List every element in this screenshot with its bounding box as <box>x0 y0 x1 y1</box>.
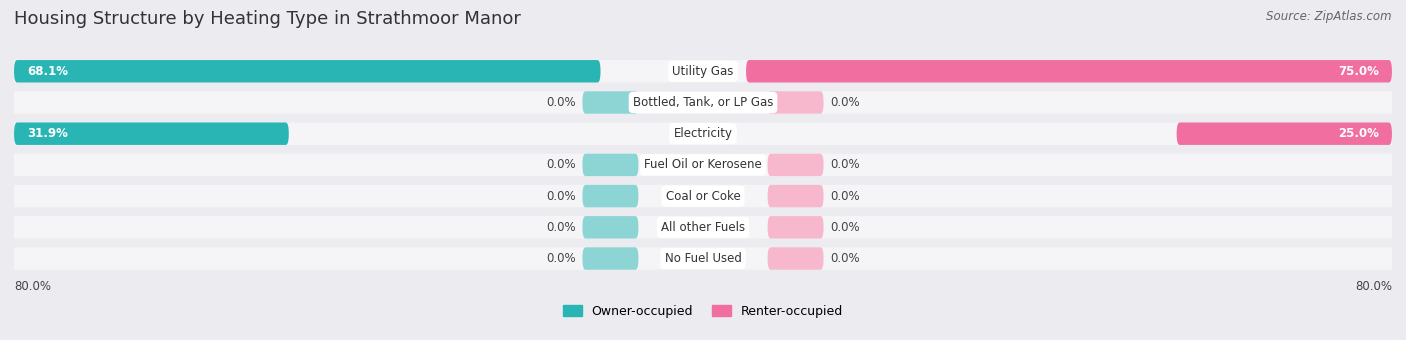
Legend: Owner-occupied, Renter-occupied: Owner-occupied, Renter-occupied <box>558 300 848 323</box>
FancyBboxPatch shape <box>10 216 1396 239</box>
Text: No Fuel Used: No Fuel Used <box>665 252 741 265</box>
FancyBboxPatch shape <box>10 91 1396 114</box>
Text: 25.0%: 25.0% <box>1339 127 1379 140</box>
FancyBboxPatch shape <box>10 185 1396 207</box>
Text: 0.0%: 0.0% <box>831 221 860 234</box>
Text: 0.0%: 0.0% <box>831 96 860 109</box>
Text: 0.0%: 0.0% <box>831 252 860 265</box>
Text: 75.0%: 75.0% <box>1339 65 1379 78</box>
FancyBboxPatch shape <box>768 216 824 239</box>
Text: Electricity: Electricity <box>673 127 733 140</box>
FancyBboxPatch shape <box>768 91 824 114</box>
FancyBboxPatch shape <box>582 216 638 239</box>
FancyBboxPatch shape <box>14 60 600 83</box>
Text: 0.0%: 0.0% <box>546 96 575 109</box>
Text: 0.0%: 0.0% <box>831 190 860 203</box>
Text: 0.0%: 0.0% <box>546 158 575 171</box>
Text: 68.1%: 68.1% <box>27 65 67 78</box>
FancyBboxPatch shape <box>747 60 1392 83</box>
Text: 80.0%: 80.0% <box>1355 280 1392 293</box>
FancyBboxPatch shape <box>768 154 824 176</box>
FancyBboxPatch shape <box>1177 122 1392 145</box>
Text: 80.0%: 80.0% <box>14 280 51 293</box>
Text: 0.0%: 0.0% <box>831 158 860 171</box>
FancyBboxPatch shape <box>10 154 1396 176</box>
Text: Fuel Oil or Kerosene: Fuel Oil or Kerosene <box>644 158 762 171</box>
Text: 0.0%: 0.0% <box>546 252 575 265</box>
Text: Source: ZipAtlas.com: Source: ZipAtlas.com <box>1267 10 1392 23</box>
FancyBboxPatch shape <box>768 247 824 270</box>
Text: 0.0%: 0.0% <box>546 221 575 234</box>
FancyBboxPatch shape <box>582 154 638 176</box>
Text: Coal or Coke: Coal or Coke <box>665 190 741 203</box>
FancyBboxPatch shape <box>14 122 288 145</box>
Text: Utility Gas: Utility Gas <box>672 65 734 78</box>
Text: 31.9%: 31.9% <box>27 127 67 140</box>
FancyBboxPatch shape <box>582 247 638 270</box>
FancyBboxPatch shape <box>10 122 1396 145</box>
FancyBboxPatch shape <box>10 60 1396 83</box>
Text: 0.0%: 0.0% <box>546 190 575 203</box>
FancyBboxPatch shape <box>768 185 824 207</box>
FancyBboxPatch shape <box>582 91 638 114</box>
FancyBboxPatch shape <box>582 185 638 207</box>
Text: Bottled, Tank, or LP Gas: Bottled, Tank, or LP Gas <box>633 96 773 109</box>
Text: Housing Structure by Heating Type in Strathmoor Manor: Housing Structure by Heating Type in Str… <box>14 10 522 28</box>
Text: All other Fuels: All other Fuels <box>661 221 745 234</box>
FancyBboxPatch shape <box>10 247 1396 270</box>
